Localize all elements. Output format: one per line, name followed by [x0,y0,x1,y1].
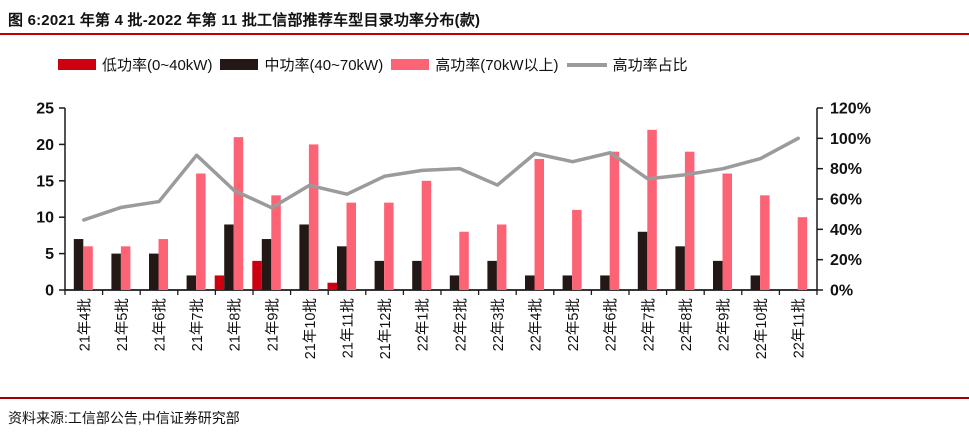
legend-item: 高功率(70kW以上) [391,54,559,75]
source-rule [0,397,969,399]
bar-mid-power [600,275,610,290]
right-axis-label: 20% [830,252,862,269]
bar-mid-power [374,260,385,290]
legend-bar-swatch [391,59,430,70]
bar-high-power [496,224,507,290]
bar-high-power [459,231,469,290]
x-axis-label: 21年12批 [377,298,394,359]
bar-mid-power [713,260,723,290]
x-axis-label: 22年7批 [640,298,657,351]
bar-mid-power [637,231,648,290]
bar-high-power [196,173,206,290]
bar-high-power [233,137,244,290]
left-axis-label: 15 [36,173,54,190]
x-axis-label: 22年5批 [565,298,582,351]
chart-legend: 低功率(0~40kW) 中功率(40~70kW) 高功率(70kW以上) 高功率占比 [58,54,938,75]
legend-item: 低功率(0~40kW) [58,54,212,75]
legend-label: 低功率(0~40kW) [102,57,213,74]
x-axis-label: 22年4批 [528,298,545,351]
bar-high-power [572,209,582,290]
right-axis-label: 80% [830,161,862,178]
bar-low-power [214,275,225,290]
legend-line-swatch [566,62,607,67]
bar-high-power [308,144,319,290]
bar-high-power [271,195,281,290]
source-note: 资料来源:工信部公告,中信证券研究部 [8,410,240,426]
bar-high-power [120,246,131,290]
bar-mid-power [111,253,121,290]
legend-item: 高功率占比 [566,54,688,75]
bar-mid-power [487,260,497,290]
figure-title: 图 6:2021 年第 4 批-2022 年第 11 批工信部推荐车型目录功率分… [8,12,481,29]
bar-mid-power [224,224,234,290]
left-axis-label: 25 [36,101,54,118]
x-axis-label: 22年6批 [603,298,620,351]
left-axis-label: 20 [36,137,54,154]
x-axis-label: 22年11批 [791,298,808,358]
left-axis-label: 10 [36,210,54,227]
legend-bar-swatch [58,59,96,70]
x-axis-label: 22年10批 [753,298,770,359]
bar-mid-power [337,246,347,290]
legend-item: 中功率(40~70kW) [220,54,383,75]
left-axis-label: 0 [45,283,54,300]
x-axis-label: 21年10批 [302,298,319,359]
x-axis-label: 21年11批 [340,298,357,358]
left-axis-label: 5 [45,246,54,263]
legend-label: 高功率占比 [612,57,688,74]
title-rule [0,33,969,35]
x-axis-label: 22年3批 [490,298,507,351]
bar-high-power [722,173,732,290]
bar-high-power [158,239,168,290]
bar-mid-power [186,275,197,290]
x-axis-label: 21年8批 [227,298,244,351]
bar-high-power [647,129,657,290]
x-axis-label: 22年2批 [452,298,469,351]
bar-mid-power [261,239,272,290]
x-axis-label: 21年9批 [264,298,281,351]
bar-low-power [327,282,337,290]
legend-bar-swatch [220,59,259,70]
bar-high-power [797,217,808,290]
bar-high-power [684,151,695,290]
bar-low-power [252,260,262,290]
bar-high-power [384,202,394,290]
bar-mid-power [449,275,460,290]
right-axis-label: 100% [830,131,871,148]
legend-label: 中功率(40~70kW) [264,57,384,74]
right-axis-label: 120% [830,101,871,118]
bar-mid-power [525,275,535,290]
bar-mid-power [675,246,685,290]
bar-mid-power [412,260,422,290]
x-axis-label: 22年1批 [415,298,432,351]
right-axis-label: 0% [830,283,853,300]
bar-high-power [83,246,93,290]
bar-high-power [346,202,356,290]
x-axis-label: 21年4批 [76,298,93,351]
bar-mid-power [750,275,761,290]
right-axis-label: 40% [830,222,862,239]
x-axis-label: 21年5批 [114,298,131,351]
bar-high-power [760,195,770,290]
bar-high-power [534,158,544,290]
high-power-ratio-line [82,136,800,222]
x-axis-label: 21年6批 [152,298,169,351]
bar-mid-power [149,253,159,290]
right-axis-label: 60% [830,192,862,209]
x-axis-label: 22年9批 [716,298,733,351]
bar-mid-power [299,224,309,290]
bar-mid-power [562,275,573,290]
legend-label: 高功率(70kW以上) [435,57,559,74]
bar-high-power [609,151,620,290]
bar-high-power [421,180,432,290]
bar-mid-power [73,239,84,290]
chart-area: 0 5 10 15 20 25 0% 20% 40% 60% 80% 100% 120% 21年4批 21年… [0,95,969,387]
chart-svg: 0 5 10 15 20 25 0% 20% 40% 60% 80% 100% 120% 21年4批 21年… [36,101,871,360]
x-axis-label: 21年7批 [189,298,206,351]
x-axis-label: 22年8批 [678,298,695,351]
